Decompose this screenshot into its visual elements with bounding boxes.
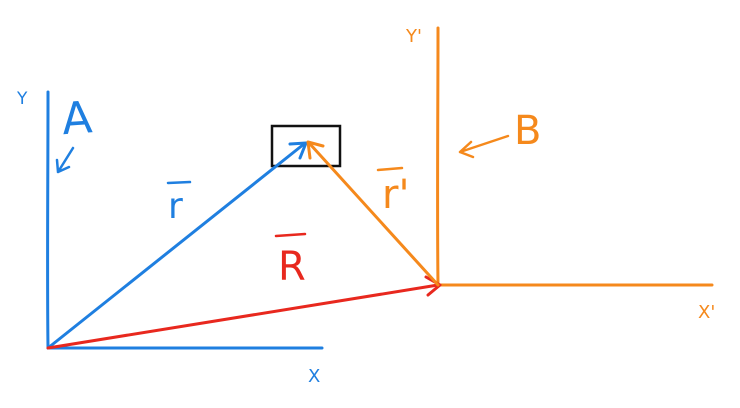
- vector-r-prime: r': [306, 140, 440, 287]
- vector-R-overbar: [274, 232, 307, 238]
- vector-r-overbar: [166, 180, 192, 185]
- frame-a-pointer-arrow: [55, 146, 75, 174]
- frame-b: Y' X' B: [405, 26, 715, 323]
- frame-a-x-axis-label: X: [308, 366, 320, 387]
- vector-r-prime-arrowhead: [306, 140, 325, 160]
- vector-r-prime-label: r': [382, 172, 409, 218]
- vector-R-arrowhead: [424, 275, 442, 297]
- vector-R-line: [46, 283, 440, 350]
- object-box: [270, 124, 342, 168]
- vector-r-prime-overbar: [376, 166, 404, 172]
- frame-b-name-label: B: [514, 108, 541, 154]
- vector-R: R: [46, 232, 442, 350]
- frame-a-name-label: A: [60, 92, 94, 145]
- frame-a-y-axis-label: Y: [16, 89, 28, 109]
- vector-r-arrowhead: [288, 141, 308, 160]
- frame-b-x-axis-label: X': [698, 302, 715, 323]
- vector-r: r: [46, 141, 308, 350]
- frame-b-pointer-arrow: [458, 134, 510, 159]
- vector-r-prime-line: [308, 142, 440, 287]
- vector-R-label: R: [278, 244, 306, 290]
- frame-a: Y X A: [16, 89, 324, 387]
- frame-b-y-axis-label: Y': [405, 26, 422, 47]
- vector-r-label: r: [168, 186, 183, 227]
- vector-r-line: [46, 142, 306, 350]
